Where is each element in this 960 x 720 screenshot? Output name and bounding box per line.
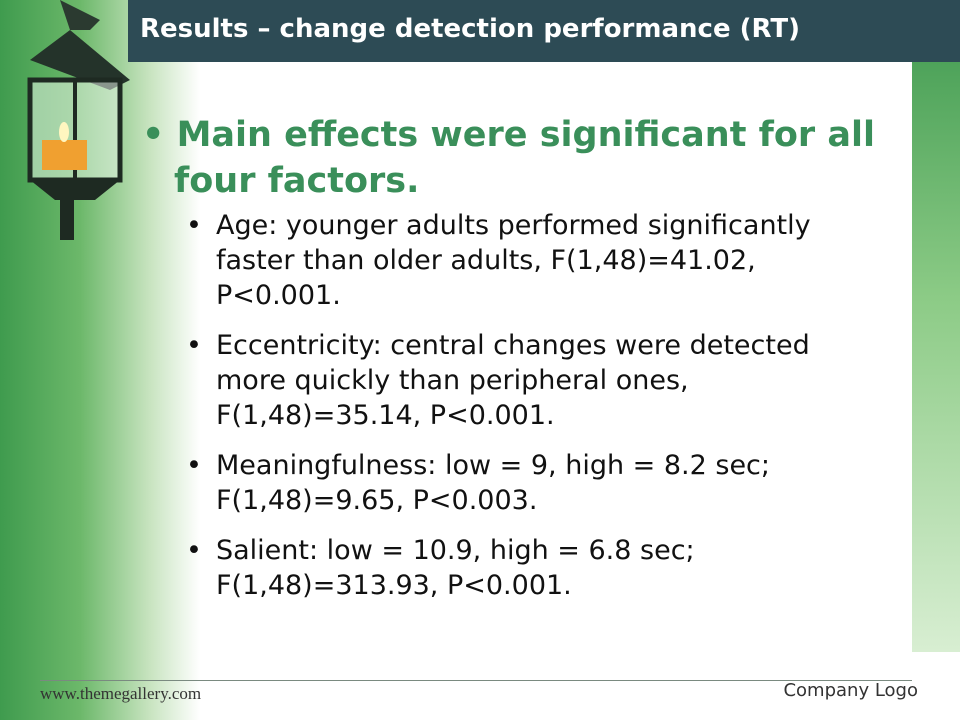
sub-bullet-text: Meaningfulness: low = 9, high = 8.2 sec;… <box>216 450 771 516</box>
footer-website: www.themegallery.com <box>40 684 202 703</box>
sub-bullet: Age: younger adults performed significan… <box>186 208 886 313</box>
sub-bullet-text: Salient: low = 10.9, high = 6.8 sec; F(1… <box>216 535 695 601</box>
lantern <box>27 0 130 240</box>
sub-bullet: Salient: low = 10.9, high = 6.8 sec; F(1… <box>186 533 886 603</box>
sub-bullet: Eccentricity: central changes were detec… <box>186 328 886 433</box>
title-bar <box>128 0 960 62</box>
footer-logo: Company Logo <box>783 680 918 701</box>
footer-rule <box>40 680 912 681</box>
sub-bullets: Age: younger adults performed significan… <box>186 208 886 618</box>
sub-bullet-text: Eccentricity: central changes were detec… <box>216 330 810 431</box>
right-decoration <box>912 62 960 652</box>
sub-bullet: Meaningfulness: low = 9, high = 8.2 sec;… <box>186 448 886 518</box>
slide-title: Results – change detection performance (… <box>140 14 800 44</box>
sub-bullet-text: Age: younger adults performed significan… <box>216 210 811 311</box>
main-bullet-text: Main effects were significant for all fo… <box>174 115 875 201</box>
main-bullet: • Main effects were significant for all … <box>142 115 875 201</box>
